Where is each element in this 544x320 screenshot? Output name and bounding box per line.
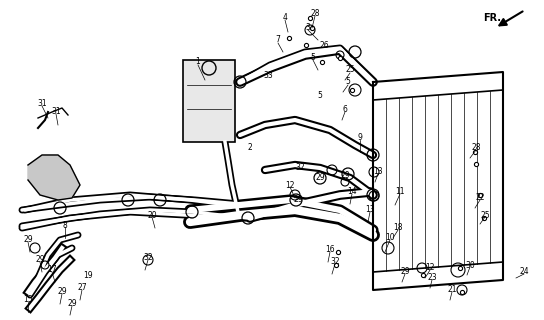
Text: 5: 5 [318,91,323,100]
Text: 29: 29 [400,268,410,276]
Text: 20: 20 [147,211,157,220]
Text: 9: 9 [357,133,362,142]
Text: 7: 7 [276,36,281,44]
Text: 29: 29 [293,196,303,204]
Text: 32: 32 [295,164,305,172]
Text: 4: 4 [282,13,287,22]
Text: 10: 10 [385,234,395,243]
Text: 30: 30 [465,260,475,269]
Text: 15: 15 [23,295,33,305]
Text: 32: 32 [143,253,153,262]
Polygon shape [28,155,80,200]
Text: 3: 3 [306,23,311,33]
Text: 29: 29 [23,236,33,244]
Text: 19: 19 [83,270,93,279]
Text: 14: 14 [347,188,357,196]
Text: 24: 24 [519,268,529,276]
Text: 29: 29 [340,171,350,180]
Text: 5: 5 [345,77,350,86]
Text: 23: 23 [427,274,437,283]
Text: 28: 28 [310,10,320,19]
Text: 21: 21 [447,285,457,294]
Text: 26: 26 [319,41,329,50]
Text: 8: 8 [63,220,67,229]
Text: 29: 29 [67,300,77,308]
Text: 29: 29 [35,255,45,265]
Text: 33: 33 [263,70,273,79]
Text: 31: 31 [37,99,47,108]
Bar [183,60,235,142]
Text: 12: 12 [285,180,295,189]
Text: 27: 27 [77,284,87,292]
Text: 18: 18 [393,223,403,233]
Text: 25: 25 [345,66,355,75]
Text: 12: 12 [425,263,435,273]
Text: 2: 2 [248,143,252,153]
Text: 5: 5 [311,52,316,61]
Text: 25: 25 [480,211,490,220]
Text: 13: 13 [373,167,383,177]
Text: 6: 6 [343,106,348,115]
Text: 29: 29 [57,287,67,297]
Text: 32: 32 [330,258,340,267]
Text: 16: 16 [325,245,335,254]
Text: 1: 1 [196,58,200,67]
Text: 11: 11 [395,188,405,196]
Text: 31: 31 [51,108,61,116]
Text: 22: 22 [475,194,485,203]
Text: 28: 28 [471,143,481,153]
Text: 13: 13 [365,205,375,214]
Text: 17: 17 [47,266,57,275]
Text: FR.: FR. [483,13,501,23]
Text: 29: 29 [315,173,325,182]
